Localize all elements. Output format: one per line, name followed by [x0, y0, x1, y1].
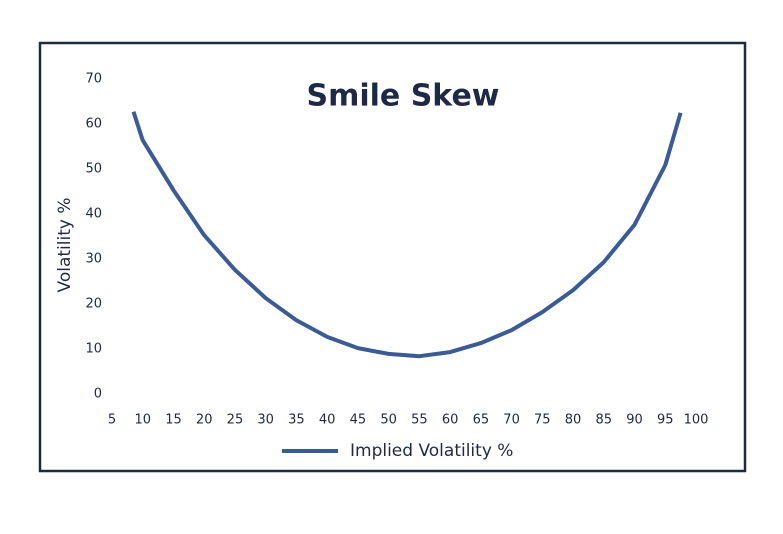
y-tick-label: 60 [85, 117, 102, 132]
y-tick-label: 0 [94, 387, 102, 402]
x-tick-label: 70 [503, 413, 520, 428]
x-tick-label: 65 [473, 413, 490, 428]
x-tick-label: 35 [288, 413, 305, 428]
x-tick-label: 20 [196, 413, 213, 428]
y-tick-label: 30 [85, 252, 102, 267]
y-tick-label: 20 [85, 297, 102, 312]
x-tick-label: 95 [657, 413, 674, 428]
x-tick-label: 15 [165, 413, 182, 428]
x-tick-label: 10 [134, 413, 151, 428]
x-tick-label: 80 [565, 413, 582, 428]
chart-frame [38, 41, 747, 473]
x-tick-label: 5 [108, 413, 116, 428]
x-tick-label: 30 [257, 413, 274, 428]
x-tick-label: 55 [411, 413, 428, 428]
x-tick-label: 85 [596, 413, 613, 428]
x-tick-label: 50 [380, 413, 397, 428]
y-tick-label: 10 [85, 342, 102, 357]
x-tick-label: 25 [227, 413, 244, 428]
y-tick-label: 70 [85, 72, 102, 87]
chart-title: Smile Skew [306, 79, 499, 114]
x-tick-label: 45 [350, 413, 367, 428]
x-tick-label: 60 [442, 413, 459, 428]
y-axis-label: Volatility % [55, 198, 75, 293]
x-tick-label: 90 [626, 413, 643, 428]
y-tick-label: 40 [85, 207, 102, 222]
x-tick-label: 75 [534, 413, 551, 428]
y-tick-label: 50 [85, 162, 102, 177]
legend-label: Implied Volatility % [350, 441, 513, 461]
x-tick-label: 100 [684, 413, 709, 428]
data-line [131, 111, 683, 359]
x-tick-label: 40 [319, 413, 336, 428]
